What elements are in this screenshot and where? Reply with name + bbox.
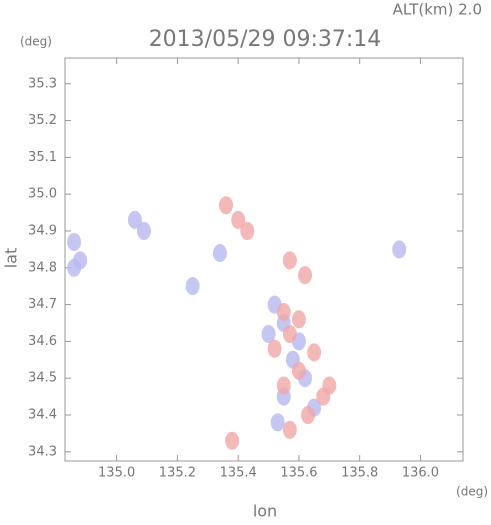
echo-point — [298, 266, 313, 285]
x-unit: (deg) — [456, 485, 488, 499]
echo-point — [231, 210, 246, 229]
y-axis-label: lat — [2, 248, 21, 269]
echo-point — [276, 376, 291, 395]
y-tick-label: 34.9 — [28, 223, 57, 238]
echo-point — [291, 310, 306, 329]
echo-point — [322, 376, 337, 395]
x-tick-label: 135.4 — [220, 466, 257, 481]
echo-point — [67, 233, 82, 252]
x-tick-label: 135.6 — [280, 466, 317, 481]
chart-title: 2013/05/29 09:37:14 — [149, 27, 382, 52]
echo-point — [291, 361, 306, 380]
echo-point — [219, 196, 234, 215]
echo-point — [282, 325, 297, 344]
y-tick-label: 35.3 — [28, 76, 57, 91]
echo-point — [127, 210, 142, 229]
echo-point — [261, 325, 276, 344]
echo-point — [267, 339, 282, 358]
y-tick-label: 35.0 — [28, 187, 57, 202]
echo-point — [225, 431, 240, 450]
y-tick-label: 35.1 — [28, 150, 57, 165]
echo-point — [270, 413, 285, 432]
echo-point — [282, 251, 297, 270]
echo-point — [212, 244, 227, 263]
echo-point — [282, 420, 297, 439]
annotation: ALT(km) 2.0 — [393, 1, 482, 19]
x-tick-label: 136.0 — [402, 466, 439, 481]
y-tick-label: 34.4 — [28, 407, 57, 422]
y-tick-label: 35.2 — [28, 113, 57, 128]
y-tick-label: 34.5 — [28, 371, 57, 386]
x-axis-label: lon — [253, 502, 277, 521]
echo-point — [301, 405, 316, 424]
plot-frame — [64, 57, 464, 462]
echo-point — [392, 240, 407, 259]
x-tick-label: 135.8 — [341, 466, 378, 481]
echo-point — [240, 221, 255, 240]
echo-point — [307, 343, 322, 362]
y-tick-label: 34.6 — [28, 334, 57, 349]
echo-point — [185, 277, 200, 296]
y-unit: (deg) — [20, 35, 52, 49]
echo-point — [276, 302, 291, 321]
y-tick-label: 34.8 — [28, 260, 57, 275]
y-tick-label: 34.7 — [28, 297, 57, 312]
echo-point — [136, 221, 151, 240]
x-tick-label: 135.2 — [159, 466, 196, 481]
echo-point — [67, 258, 82, 277]
y-tick-label: 34.3 — [28, 444, 57, 459]
x-tick-label: 135.0 — [98, 466, 135, 481]
